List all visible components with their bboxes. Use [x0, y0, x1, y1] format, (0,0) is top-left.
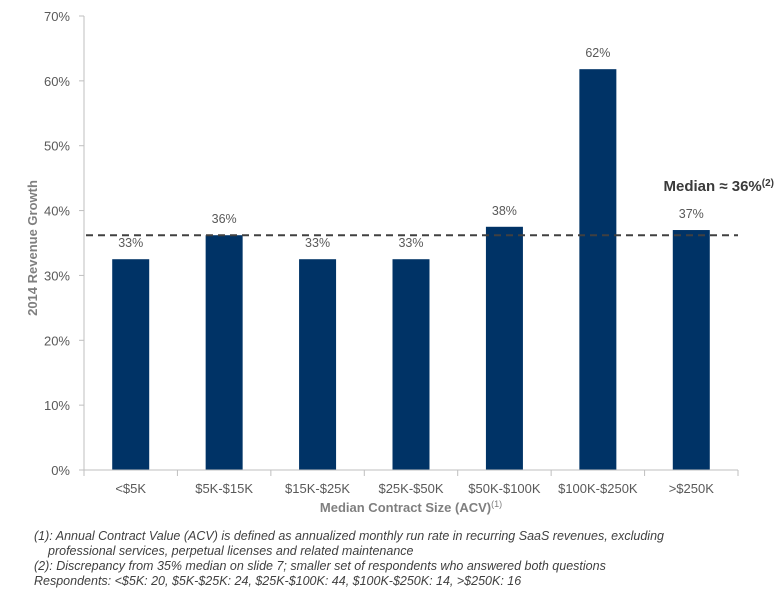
x-tick-label: $100K-$250K [558, 481, 638, 496]
bar-data-label: 33% [398, 236, 423, 250]
x-tick-label: >$250K [669, 481, 715, 496]
footnote-1-continued: professional services, perpetual license… [48, 544, 414, 558]
footnote-respondents: Respondents: <$5K: 20, $5K-$25K: 24, $25… [34, 574, 522, 588]
bar-chart: 0% 10% 20% 30% 40% 50% 60% 70% 2014 Revenue Grow… [25, 9, 775, 515]
data-labels: 33% 36% 33% 33% 38% 62% 37% [118, 46, 704, 250]
y-tick-label: 30% [44, 268, 70, 283]
y-tick-label: 50% [44, 139, 70, 154]
bar [579, 69, 617, 470]
footnote-1: (1): Annual Contract Value (ACV) is defi… [34, 529, 664, 543]
y-tick-label: 40% [44, 204, 70, 219]
x-tick-label: $50K-$100K [468, 481, 541, 496]
median-line-group: Median ≈ 36%(2) [86, 178, 775, 237]
bars [112, 69, 710, 470]
x-tick-label: $15K-$25K [285, 481, 350, 496]
median-label: Median ≈ 36%(2) [664, 178, 775, 195]
x-tick-label: $5K-$15K [195, 481, 253, 496]
y-axis: 0% 10% 20% 30% 40% 50% 60% 70% 2014 Revenue Grow… [25, 9, 85, 478]
bar [392, 259, 430, 470]
x-axis-title: Median Contract Size (ACV)(1) [320, 499, 502, 515]
bar-data-label: 62% [585, 46, 610, 60]
bar [485, 226, 523, 470]
y-tick-label: 0% [51, 463, 70, 478]
bar [112, 259, 150, 470]
x-tick-label: $25K-$50K [378, 481, 443, 496]
y-axis-title: 2014 Revenue Growth [25, 180, 40, 316]
bar-data-label: 36% [212, 212, 237, 226]
y-tick-label: 20% [44, 333, 70, 348]
bar-data-label: 33% [305, 236, 330, 250]
footnotes: (1): Annual Contract Value (ACV) is defi… [34, 529, 754, 589]
bar-data-label: 38% [492, 204, 517, 218]
y-tick-label: 70% [44, 9, 70, 24]
footnote-2: (2): Discrepancy from 35% median on slid… [34, 559, 606, 573]
bar-data-label: 37% [679, 207, 704, 221]
y-tick-label: 60% [44, 74, 70, 89]
bar-data-label: 33% [118, 236, 143, 250]
y-tick-label: 10% [44, 398, 70, 413]
x-axis: <$5K $5K-$15K $15K-$25K $25K-$50K $50K-$100K… [83, 469, 739, 515]
x-tick-label: <$5K [115, 481, 146, 496]
bar [672, 230, 710, 470]
bar [205, 235, 243, 470]
bar [299, 259, 337, 470]
